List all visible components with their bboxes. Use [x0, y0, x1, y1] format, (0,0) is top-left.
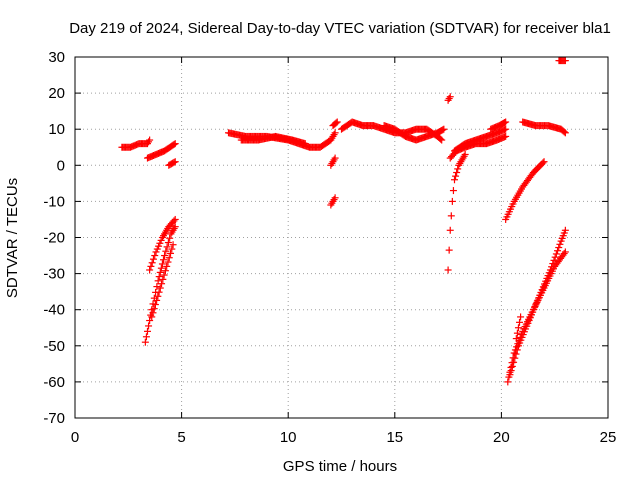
- series-seg14: [444, 93, 454, 104]
- x-tick-label: 10: [280, 429, 297, 446]
- data-points: [118, 57, 569, 386]
- y-tick-label: 30: [48, 49, 65, 66]
- series-seg3: [165, 158, 179, 169]
- series-seg6: [148, 241, 177, 321]
- y-tick-label: -60: [43, 374, 65, 391]
- series-seg19: [502, 158, 548, 223]
- x-tick-label: 15: [386, 429, 403, 446]
- y-tick-label: -40: [43, 302, 65, 319]
- plot-frame: [74, 56, 609, 419]
- series-seg15: [444, 150, 469, 274]
- y-tick-label: -50: [43, 338, 65, 355]
- y-tick-label: 0: [57, 157, 65, 174]
- y-tick-label: -20: [43, 230, 65, 247]
- series-seg11: [327, 194, 339, 209]
- series-seg13: [380, 122, 448, 144]
- grid: [75, 57, 608, 418]
- axis-ticks: 0 5 10 15 20 25 -70 -60 -50 -40 -30 -20 -10 0 10 20 30: [43, 49, 616, 446]
- series-seg2: [143, 140, 179, 162]
- series-seg9: [329, 118, 341, 130]
- series-seg21: [555, 57, 569, 65]
- x-tick-label: 5: [177, 429, 185, 446]
- series-seg5: [146, 215, 179, 274]
- y-tick-label: -10: [43, 193, 65, 210]
- x-tick-label: 0: [71, 429, 79, 446]
- series-seg24: [512, 313, 525, 343]
- y-axis-label: SDTVAR / TECUs: [4, 178, 21, 298]
- x-tick-label: 25: [600, 429, 617, 446]
- series-seg23: [506, 226, 569, 379]
- series-seg18: [487, 118, 510, 133]
- x-axis-label: GPS time / hours: [283, 458, 397, 475]
- y-tick-label: 10: [48, 121, 65, 138]
- x-tick-label: 20: [493, 429, 510, 446]
- chart-title: Day 219 of 2024, Sidereal Day-to-day VTE…: [69, 20, 611, 37]
- y-tick-label: -30: [43, 266, 65, 283]
- y-tick-label: -70: [43, 410, 65, 427]
- series-seg8: [237, 132, 309, 148]
- series-seg1: [118, 136, 154, 151]
- series-seg10: [327, 154, 339, 169]
- series-seg20: [519, 118, 569, 137]
- y-tick-label: 20: [48, 85, 65, 102]
